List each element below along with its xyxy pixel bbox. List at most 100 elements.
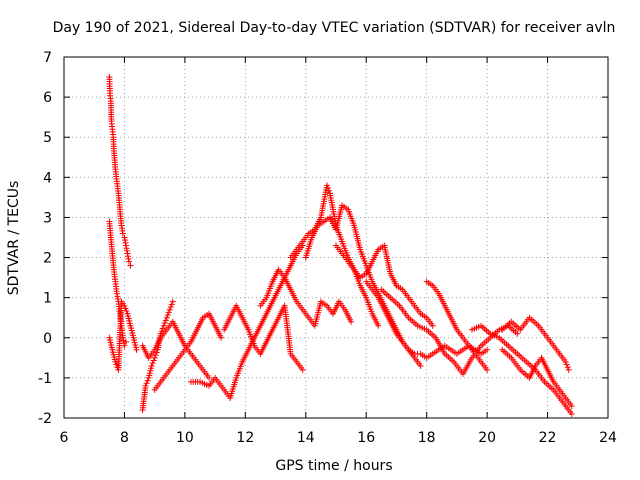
data-point [429, 322, 436, 329]
series-track-m [363, 278, 491, 361]
data-point [119, 227, 126, 234]
data-point [564, 364, 571, 371]
x-axis-label: GPS time / hours [275, 458, 392, 474]
data-point [323, 182, 330, 189]
data-point [113, 290, 120, 297]
data-point [120, 337, 127, 344]
y-tick-label: 6 [43, 90, 52, 106]
data-point [563, 361, 570, 368]
y-tick-label: 7 [43, 50, 52, 66]
x-tick-label: 16 [357, 430, 375, 446]
x-tick-label: 24 [599, 430, 617, 446]
y-tick-label: -2 [38, 411, 52, 427]
data-point [127, 262, 134, 269]
data-point [143, 380, 150, 387]
data-point [565, 366, 572, 373]
grid [64, 57, 608, 418]
data-point [121, 237, 128, 244]
x-tick-label: 6 [60, 430, 69, 446]
data-point [218, 334, 225, 341]
x-tick-label: 18 [418, 430, 436, 446]
data-point [151, 354, 158, 361]
data-point [119, 230, 126, 237]
data-point [417, 362, 424, 369]
series-track-n [423, 278, 491, 373]
series-track-i [257, 266, 355, 329]
data-point [121, 234, 128, 241]
data-point [124, 253, 131, 260]
data-point [125, 258, 132, 265]
series-track-q [499, 314, 572, 373]
data-point [568, 410, 575, 417]
data-point [142, 382, 149, 389]
data-point [484, 366, 491, 373]
data-point [119, 334, 126, 341]
data-point [123, 308, 130, 315]
data-point [206, 374, 213, 381]
data-point [167, 304, 174, 311]
data-point [133, 346, 140, 353]
data-point [375, 322, 382, 329]
series-track-f [151, 310, 225, 393]
data-point [122, 239, 129, 246]
data-point [562, 358, 569, 365]
data-point [325, 187, 332, 194]
data-point [124, 250, 131, 257]
y-tick-label: 2 [43, 251, 52, 267]
y-axis-label: SDTVAR / TECUs [6, 181, 22, 296]
x-tick-label: 10 [176, 430, 194, 446]
data-point [152, 352, 159, 359]
data-point [122, 242, 129, 249]
data-point [114, 296, 121, 303]
data-point [161, 320, 168, 327]
series-track-l [333, 242, 436, 329]
data-point [122, 338, 129, 345]
data-point [348, 318, 355, 325]
data-point [148, 362, 155, 369]
data-point [299, 366, 306, 373]
series-track-k [302, 202, 424, 369]
data-point [123, 247, 130, 254]
data-point [159, 325, 166, 332]
series-track-e [139, 318, 213, 381]
series-track-c [106, 298, 140, 373]
data-point [118, 225, 125, 232]
data-point [166, 306, 173, 313]
data-point [114, 293, 121, 300]
data-point [160, 322, 167, 329]
y-tick-label: -1 [38, 371, 52, 387]
data-point [484, 346, 491, 353]
x-tick-label: 14 [297, 430, 315, 446]
data-point [149, 360, 156, 367]
data-point [165, 309, 172, 316]
y-tick-label: 3 [43, 210, 52, 226]
plot-frame [63, 56, 609, 419]
data-point [164, 312, 171, 319]
axis-ticks [63, 56, 609, 419]
data-point [324, 185, 331, 192]
data-point [122, 305, 129, 312]
x-tick-label: 12 [236, 430, 254, 446]
x-tick-label: 22 [539, 430, 557, 446]
data-point [125, 255, 132, 262]
data-point [568, 402, 575, 409]
data-point [169, 298, 176, 305]
y-tick-labels: -2 -1 0 1 2 3 4 5 6 7 [38, 50, 52, 427]
y-tick-label: 0 [43, 331, 52, 347]
chart-title: Day 190 of 2021, Sidereal Day-to-day VTE… [53, 20, 616, 36]
x-tick-labels: 6 8 10 12 14 16 18 20 22 24 [60, 430, 617, 446]
x-tick-label: 20 [478, 430, 496, 446]
data-point [150, 357, 157, 364]
data-point [168, 301, 175, 308]
data-point [123, 245, 130, 252]
series-track-o [378, 286, 521, 377]
data-point [121, 302, 128, 309]
series-track-a [106, 74, 134, 269]
y-tick-label: 1 [43, 291, 52, 307]
data-point [162, 317, 169, 324]
series-track-r [499, 346, 575, 409]
data-point [118, 222, 125, 229]
data-point [163, 314, 170, 321]
